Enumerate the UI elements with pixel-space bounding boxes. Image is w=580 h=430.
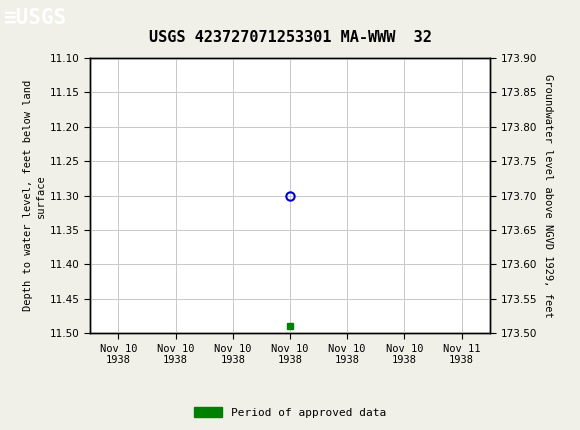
Text: ≡USGS: ≡USGS — [3, 8, 66, 28]
Legend: Period of approved data: Period of approved data — [190, 403, 390, 422]
Text: USGS 423727071253301 MA-WWW  32: USGS 423727071253301 MA-WWW 32 — [148, 30, 432, 45]
Y-axis label: Depth to water level, feet below land
surface: Depth to water level, feet below land su… — [23, 80, 45, 311]
Y-axis label: Groundwater level above NGVD 1929, feet: Groundwater level above NGVD 1929, feet — [542, 74, 553, 317]
